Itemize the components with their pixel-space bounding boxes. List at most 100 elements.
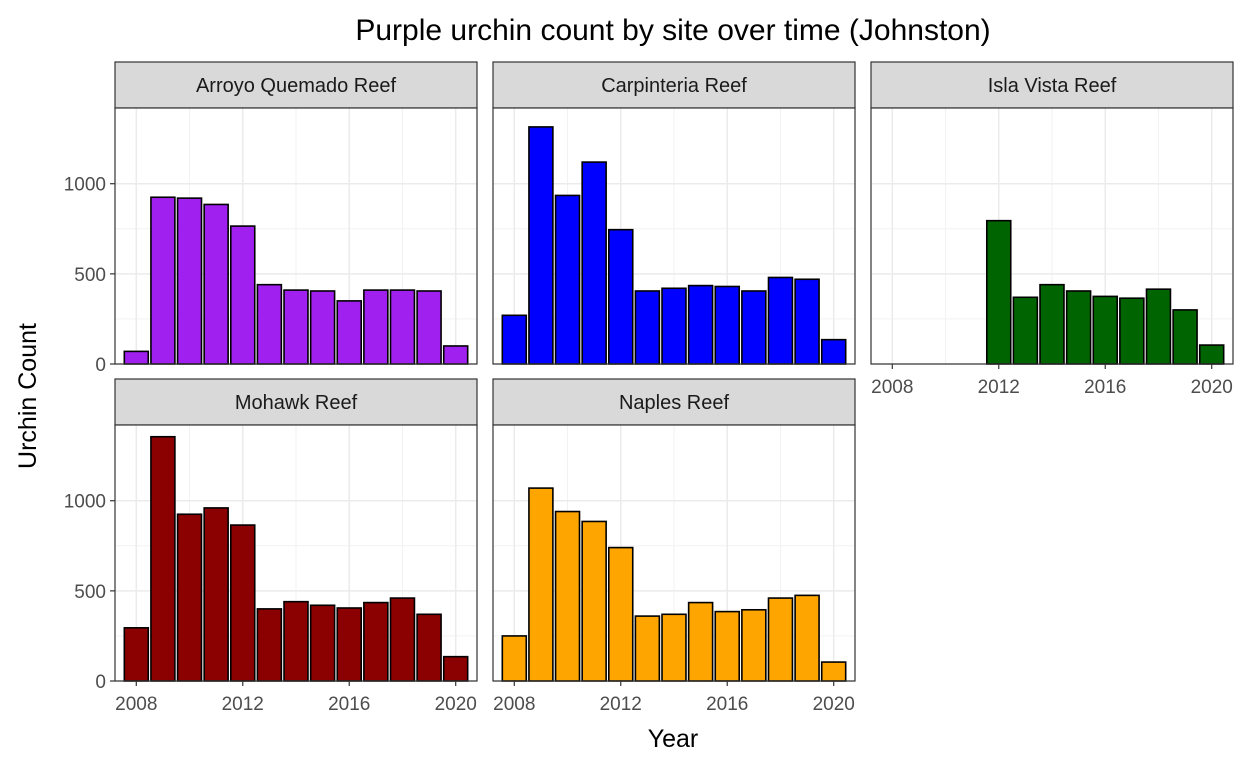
panel-border: [492, 424, 856, 682]
y-tick-label: 0: [95, 672, 106, 693]
x-tick-label: 2012: [978, 377, 1020, 398]
bar-mohawk-reef-2008: [123, 627, 150, 682]
bar-naples-reef-2019: [794, 594, 820, 682]
facet-strip-naples-reef: [492, 378, 856, 426]
facet-strip-label: Carpinteria Reef: [601, 75, 747, 97]
bar-isla-vista-reef-2015: [1065, 290, 1092, 365]
bar-carpinteria-reef-2008: [501, 314, 528, 365]
bar-isla-vista-reef-2017: [1119, 297, 1145, 365]
bar-mohawk-reef-2011: [203, 507, 229, 682]
bar-naples-reef-2010: [554, 510, 581, 682]
bar-arroyo-quemado-reef-2013: [256, 283, 283, 365]
bar-carpinteria-reef-2019: [794, 278, 820, 365]
y-tick-label: 1000: [64, 492, 106, 513]
bar-mohawk-reef-2017: [363, 601, 389, 682]
panel-border: [492, 107, 856, 365]
bar-arroyo-quemado-reef-2012: [229, 225, 256, 365]
facet-strip-label: Isla Vista Reef: [988, 75, 1117, 97]
bar-naples-reef-2014: [661, 613, 687, 682]
bar-arroyo-quemado-reef-2011: [203, 203, 229, 365]
bar-arroyo-quemado-reef-2016: [336, 300, 363, 365]
bar-carpinteria-reef-2016: [714, 285, 741, 365]
y-tick-label: 500: [74, 582, 106, 603]
bar-carpinteria-reef-2014: [661, 287, 687, 365]
y-axis-title: Urchin Count: [14, 323, 42, 469]
bar-mohawk-reef-2020: [442, 655, 469, 682]
facet-strip-isla-vista-reef: [870, 61, 1234, 109]
bar-naples-reef-2013: [634, 615, 661, 682]
facet-carpinteria-reef: Carpinteria Reef: [492, 61, 856, 365]
bar-naples-reef-2008: [501, 635, 528, 682]
bar-naples-reef-2016: [714, 610, 741, 682]
y-tick-label: 500: [74, 265, 106, 286]
bar-carpinteria-reef-2013: [634, 290, 661, 365]
bar-naples-reef-2009: [528, 487, 554, 682]
bar-carpinteria-reef-2011: [581, 161, 607, 365]
facet-strip-carpinteria-reef: [492, 61, 856, 109]
bar-arroyo-quemado-reef-2017: [363, 289, 389, 365]
y-tick-label: 1000: [64, 175, 106, 196]
x-tick-label: 2020: [435, 694, 477, 715]
facet-strip-arroyo-quemado-reef: [114, 61, 478, 109]
x-tick-label: 2008: [493, 694, 535, 715]
x-tick-label: 2008: [115, 694, 157, 715]
bar-arroyo-quemado-reef-2019: [416, 290, 442, 365]
facet-naples-reef: Naples Reef 2008 2012 2016 2020: [492, 378, 856, 715]
x-tick-label: 2012: [222, 694, 264, 715]
x-tick-label: 2016: [706, 694, 748, 715]
x-tick-label: 2012: [600, 694, 642, 715]
x-tick-label: 2020: [1191, 377, 1233, 398]
bar-isla-vista-reef-2018: [1145, 288, 1172, 365]
bar-mohawk-reef-2016: [336, 607, 363, 682]
facet-strip-mohawk-reef: [114, 378, 478, 426]
x-axis-title: Year: [648, 725, 699, 753]
x-tick-label: 2016: [1084, 377, 1126, 398]
bar-carpinteria-reef-2015: [687, 284, 714, 365]
facet-panels: Arroyo Quemado Reef 0 500 1000 Carpinteria R…: [64, 61, 1234, 715]
bar-isla-vista-reef-2012: [985, 219, 1012, 365]
bar-carpinteria-reef-2018: [767, 276, 794, 365]
facet-arroyo-quemado-reef: Arroyo Quemado Reef 0 500 1000: [64, 61, 478, 376]
facet-strip-label: Naples Reef: [619, 392, 730, 414]
chart-title: Purple urchin count by site over time (J…: [355, 14, 990, 47]
panel-border: [114, 107, 478, 365]
bar-mohawk-reef-2018: [389, 597, 416, 682]
panel-border: [870, 107, 1234, 365]
facet-mohawk-reef: Mohawk Reef 0 500 1000 2008 2012 2016 2020: [64, 378, 478, 715]
panel-border: [114, 424, 478, 682]
bar-isla-vista-reef-2013: [1012, 296, 1039, 365]
bar-carpinteria-reef-2020: [820, 338, 847, 365]
bar-isla-vista-reef-2016: [1092, 295, 1119, 365]
bar-naples-reef-2020: [820, 661, 847, 682]
bar-mohawk-reef-2013: [256, 608, 283, 682]
bar-arroyo-quemado-reef-2020: [442, 345, 469, 365]
bar-arroyo-quemado-reef-2009: [150, 196, 176, 365]
bar-naples-reef-2015: [687, 601, 714, 682]
facet-strip-label: Arroyo Quemado Reef: [196, 75, 397, 97]
bar-naples-reef-2012: [607, 546, 634, 682]
bar-mohawk-reef-2019: [416, 613, 442, 682]
bar-carpinteria-reef-2012: [607, 228, 634, 365]
bar-isla-vista-reef-2019: [1172, 309, 1198, 365]
bar-mohawk-reef-2015: [309, 604, 336, 682]
bar-isla-vista-reef-2014: [1039, 283, 1065, 365]
x-tick-label: 2020: [813, 694, 855, 715]
bar-arroyo-quemado-reef-2008: [123, 350, 150, 365]
x-tick-label: 2008: [871, 377, 913, 398]
bar-naples-reef-2018: [767, 597, 794, 682]
bar-carpinteria-reef-2010: [554, 194, 581, 365]
bar-carpinteria-reef-2009: [528, 126, 554, 365]
bar-arroyo-quemado-reef-2018: [389, 289, 416, 365]
facet-isla-vista-reef: Isla Vista Reef 2008 2012 2016 2020: [870, 61, 1234, 398]
facet-strip-label: Mohawk Reef: [235, 392, 358, 414]
bar-arroyo-quemado-reef-2014: [283, 289, 309, 365]
bar-naples-reef-2011: [581, 520, 607, 682]
x-tick-label: 2016: [328, 694, 370, 715]
bar-mohawk-reef-2012: [229, 524, 256, 682]
bar-mohawk-reef-2010: [176, 513, 203, 682]
bar-mohawk-reef-2014: [283, 600, 309, 682]
bar-naples-reef-2017: [741, 608, 767, 682]
bar-arroyo-quemado-reef-2010: [176, 197, 203, 365]
bar-isla-vista-reef-2020: [1198, 344, 1225, 365]
